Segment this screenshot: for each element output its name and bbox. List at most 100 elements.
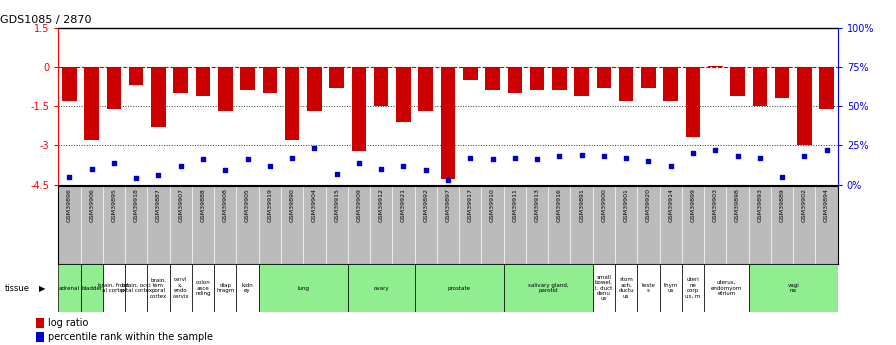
Bar — [36, 318, 44, 328]
Bar — [418, 67, 433, 111]
Point — [708, 147, 722, 153]
Text: brain, front
al cortex: brain, front al cortex — [99, 283, 129, 293]
FancyBboxPatch shape — [504, 264, 593, 312]
FancyBboxPatch shape — [348, 264, 415, 312]
Bar — [84, 67, 99, 140]
Point — [307, 146, 322, 151]
Point — [285, 155, 299, 161]
Text: GSM39916: GSM39916 — [556, 188, 562, 222]
FancyBboxPatch shape — [259, 264, 348, 312]
Text: GSM39911: GSM39911 — [513, 188, 517, 222]
Bar — [330, 67, 344, 88]
FancyBboxPatch shape — [58, 264, 81, 312]
Bar — [195, 67, 211, 96]
Text: adrenal: adrenal — [59, 286, 80, 290]
FancyBboxPatch shape — [81, 264, 103, 312]
Point — [820, 147, 834, 153]
Bar — [775, 67, 789, 98]
Text: GSM39912: GSM39912 — [379, 188, 383, 222]
Bar — [263, 67, 277, 93]
Text: GSM39887: GSM39887 — [156, 188, 161, 222]
Text: prostate: prostate — [448, 286, 470, 290]
Point — [730, 154, 745, 159]
Text: teste
s: teste s — [642, 283, 655, 293]
Bar — [574, 67, 589, 96]
Point — [597, 154, 611, 159]
Point — [486, 157, 500, 162]
Bar — [396, 67, 410, 122]
Text: GSM39896: GSM39896 — [67, 188, 72, 222]
Text: GSM39900: GSM39900 — [601, 188, 607, 222]
Text: GSM39891: GSM39891 — [579, 188, 584, 222]
Text: GSM39902: GSM39902 — [802, 188, 807, 222]
Text: GSM39899: GSM39899 — [691, 188, 695, 222]
Text: GSM39903: GSM39903 — [712, 188, 718, 222]
Bar — [36, 332, 44, 342]
Text: thym
us: thym us — [664, 283, 678, 293]
Text: GSM39890: GSM39890 — [289, 188, 295, 222]
Bar — [285, 67, 299, 140]
FancyBboxPatch shape — [682, 264, 704, 312]
Text: uterus,
endomyom
etrium: uterus, endomyom etrium — [711, 280, 742, 296]
Bar — [819, 67, 834, 109]
Point — [508, 155, 522, 161]
Bar — [240, 67, 254, 90]
FancyBboxPatch shape — [615, 264, 637, 312]
Bar — [685, 67, 701, 138]
FancyBboxPatch shape — [147, 264, 169, 312]
Text: GSM39917: GSM39917 — [468, 188, 473, 222]
Text: uteri
ne
corp
us, m: uteri ne corp us, m — [685, 277, 701, 299]
Bar — [708, 66, 722, 67]
Text: GSM39906: GSM39906 — [89, 188, 94, 222]
Point — [552, 154, 566, 159]
Point — [330, 171, 344, 176]
Text: GSM39921: GSM39921 — [401, 188, 406, 222]
FancyBboxPatch shape — [704, 264, 749, 312]
Bar — [151, 67, 166, 127]
Point — [619, 155, 633, 161]
Point — [418, 168, 433, 173]
FancyBboxPatch shape — [415, 264, 504, 312]
Text: GSM39914: GSM39914 — [668, 188, 673, 222]
FancyBboxPatch shape — [214, 264, 237, 312]
Text: bladder: bladder — [81, 286, 102, 290]
Bar — [730, 67, 745, 96]
Text: small
bowel,
I. duct
denu
us: small bowel, I. duct denu us — [595, 275, 613, 302]
FancyBboxPatch shape — [637, 264, 659, 312]
Text: percentile rank within the sample: percentile rank within the sample — [48, 332, 213, 342]
Text: colon
asce
nding: colon asce nding — [195, 280, 211, 296]
Text: GSM39910: GSM39910 — [490, 188, 495, 222]
Text: tissue: tissue — [4, 284, 30, 293]
Bar — [107, 67, 121, 109]
Bar — [129, 67, 143, 85]
Bar — [530, 67, 545, 90]
Text: lung: lung — [297, 286, 309, 290]
Text: GSM39909: GSM39909 — [357, 188, 361, 222]
Point — [84, 166, 99, 171]
Text: brain,
tem
poral
cortex: brain, tem poral cortex — [150, 277, 167, 299]
Text: stom
ach,
ductu
us: stom ach, ductu us — [618, 277, 634, 299]
Text: GSM39894: GSM39894 — [824, 188, 829, 222]
Text: GSM39905: GSM39905 — [245, 188, 250, 222]
Bar — [174, 67, 188, 93]
Point — [396, 163, 410, 168]
FancyBboxPatch shape — [593, 264, 615, 312]
Point — [685, 150, 700, 156]
Point — [196, 157, 211, 162]
Text: GSM39907: GSM39907 — [178, 188, 184, 222]
Bar — [62, 67, 77, 101]
Point — [574, 152, 589, 158]
Text: GSM39889: GSM39889 — [780, 188, 785, 222]
Point — [107, 160, 121, 165]
Point — [62, 174, 76, 179]
FancyBboxPatch shape — [103, 264, 125, 312]
Text: vagi
na: vagi na — [788, 283, 799, 293]
Bar — [507, 67, 522, 93]
Text: GSM39915: GSM39915 — [334, 188, 340, 222]
Bar — [307, 67, 322, 111]
Bar — [797, 67, 812, 145]
Point — [441, 177, 455, 183]
Text: GSM39908: GSM39908 — [223, 188, 228, 222]
FancyBboxPatch shape — [749, 264, 838, 312]
Text: GSM39904: GSM39904 — [312, 188, 317, 222]
